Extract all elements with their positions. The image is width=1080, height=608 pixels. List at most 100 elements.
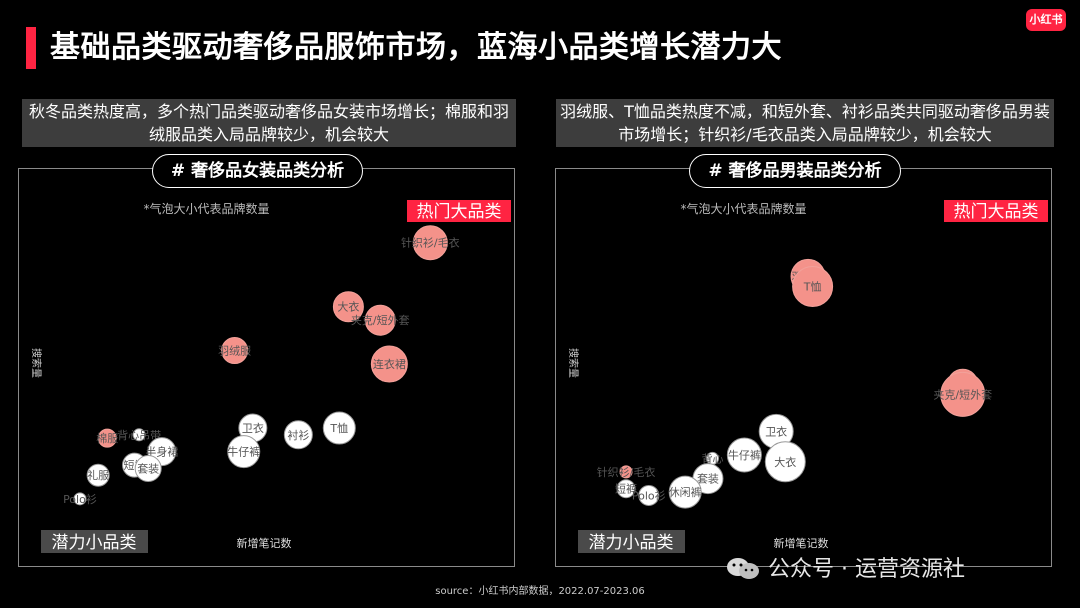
women-bubble-circle [132,428,146,442]
men-bubble: 短裤 [615,479,637,499]
women-bubble: 连衣裙 [370,345,408,383]
men-bubble-circle [668,475,702,509]
women-bubble-circle [73,492,87,506]
men-bubble-label: 针织衫/毛衣 [597,465,656,479]
svg-text:潜力小品类: 潜力小品类 [52,533,137,553]
women-bubble-circle [97,428,117,448]
men-hot-label: 热门大品类 [944,200,1048,222]
men-bubble-label: 休闲裤 [669,485,702,499]
women-bubble-label: 礼服 [87,468,109,482]
men-bubble-label: 牛仔裤 [728,448,761,462]
women-bubble-circle [283,420,313,450]
page-title: 基础品类驱动奢侈品服饰市场，蓝海小品类增长潜力大 [50,30,782,65]
women-bubble-label: 卫衣 [242,421,264,435]
women-bubble-label: 针织衫/毛衣 [401,236,460,250]
men-bubble-label: 卫衣 [765,424,787,438]
women-bubble: 衬衫 [283,420,313,450]
women-bubble: 大衣 [332,291,364,323]
women-ylabel: 搜索量 [30,348,43,378]
left-description: 秋冬品类热度高，多个热门品类驱动奢侈品女装市场增长；棉服和羽绒服品类入局品牌较少… [22,99,516,147]
women-bubble-label: Polo衫 [63,493,97,506]
men-bubble-label: 套装 [697,473,719,486]
women-bubble-circle [364,304,396,336]
title-accent-bar [26,27,36,69]
men-bubble-circle [792,266,834,308]
men-bubble: T恤 [792,266,834,308]
svg-text:热门大品类: 热门大品类 [954,202,1039,222]
women-potential-label: 潜力小品类 [41,530,148,553]
men-ylabel: 搜索量 [567,348,580,378]
women-chart-panel: *气泡大小代表品牌数量搜索量新增笔记数 热门大品类潜力小品类 针织衫/毛衣大衣 夹克/… [18,168,515,567]
men-bubble: 卫衣 [758,413,794,449]
men-xlabel: 新增笔记数 [774,536,829,550]
women-bubble: 羽绒服 [218,337,251,365]
svg-text:热门大品类: 热门大品类 [417,202,502,222]
watermark-text: 公众号 · 运营资源社 [768,557,965,582]
women-bubble-circle [86,463,110,487]
women-bubble: 夹克/短外套 [351,304,410,336]
women-bubble-label: 大衣 [337,300,359,314]
men-bubble-circle [726,437,762,473]
wechat-icon [727,558,759,579]
source-note: source：小红书内部数据，2022.07-2023.06 [435,586,645,597]
women-chart-title: # 奢侈品女装品类分析 [152,154,363,188]
svg-text:潜力小品类: 潜力小品类 [589,533,674,553]
men-bubble-chart: *气泡大小代表品牌数量搜索量新增笔记数热门大品类潜力小品类羽绒服T恤衬衫夹克/短… [567,200,1048,553]
men-potential-label: 潜力小品类 [578,530,685,553]
women-bubble-label: 连衣裙 [373,357,406,371]
men-bubble-label: 夹克/短外套 [933,387,992,401]
men-bubble-label: Polo衫 [632,489,666,502]
women-note: *气泡大小代表品牌数量 [143,201,269,216]
women-bubble-label: 衬衫 [287,429,309,442]
women-bubble: 半身裙 [145,437,178,467]
women-bubble: 针织衫/毛衣 [401,225,460,261]
women-bubble: Polo衫 [63,492,97,506]
men-bubble: 夹克/短外套 [933,371,992,417]
men-bubble: 针织衫/毛衣 [597,465,656,479]
women-bubble: T恤 [322,411,356,445]
women-bubble-label: 牛仔裤 [227,445,260,459]
women-bubble-label: 夹克/短外套 [351,313,410,327]
women-xlabel: 新增笔记数 [237,536,292,550]
women-bubble-label: 背心吊带 [117,428,161,442]
men-note: *气泡大小代表品牌数量 [680,201,806,216]
men-bubble-circle [638,484,660,506]
women-bubble-circle [227,435,261,469]
men-bubble-circle [764,441,806,483]
women-bubble-circle [322,411,356,445]
women-bubble-label: 羽绒服 [218,345,251,358]
watermark: 公众号 · 运营资源社 [724,551,965,583]
women-bubble: 卫衣 [238,413,268,443]
men-bubble: 牛仔裤 [726,437,762,473]
men-chart-panel: *气泡大小代表品牌数量搜索量新增笔记数热门大品类潜力小品类羽绒服T恤衬衫夹克/短… [555,168,1052,567]
women-bubble: 礼服 [86,463,110,487]
women-bubble-label: 半身裙 [145,445,178,459]
women-bubble-circle [412,225,448,261]
women-bubble-label: 套装 [137,462,159,475]
women-bubble: 套装 [134,454,162,482]
men-bubble-circle [619,465,633,479]
women-bubble: 牛仔裤 [227,435,261,469]
men-bubble: 休闲裤 [668,475,702,509]
women-bubble-label: 棉服 [96,431,118,445]
men-bubble: Polo衫 [632,484,666,506]
men-bubble-label: T恤 [803,281,822,294]
right-description: 羽绒服、T恤品类热度不减，和短外套、衬衫品类共同驱动奢侈品男装市场增长；针织衫/… [556,99,1054,147]
xiaohongshu-logo: 小红书 [1026,9,1066,31]
men-bubble-label: 背心 [702,451,724,465]
men-bubble-label: 大衣 [774,455,796,469]
women-hot-label: 热门大品类 [407,200,511,222]
women-bubble-label: T恤 [329,422,348,435]
men-bubble: 大衣 [764,441,806,483]
men-chart-title: # 奢侈品男装品类分析 [689,154,901,188]
women-bubble: 背心吊带 [117,428,161,442]
women-bubble-circle [332,291,364,323]
men-bubble-circle [940,371,986,417]
men-bubble-circle [616,479,636,499]
men-bubble-label: 短裤 [615,482,637,496]
women-bubble-circle [134,454,162,482]
men-bubble: 背心 [702,451,724,465]
women-bubble-circle [221,337,249,365]
women-bubble: 棉服 [96,428,118,448]
